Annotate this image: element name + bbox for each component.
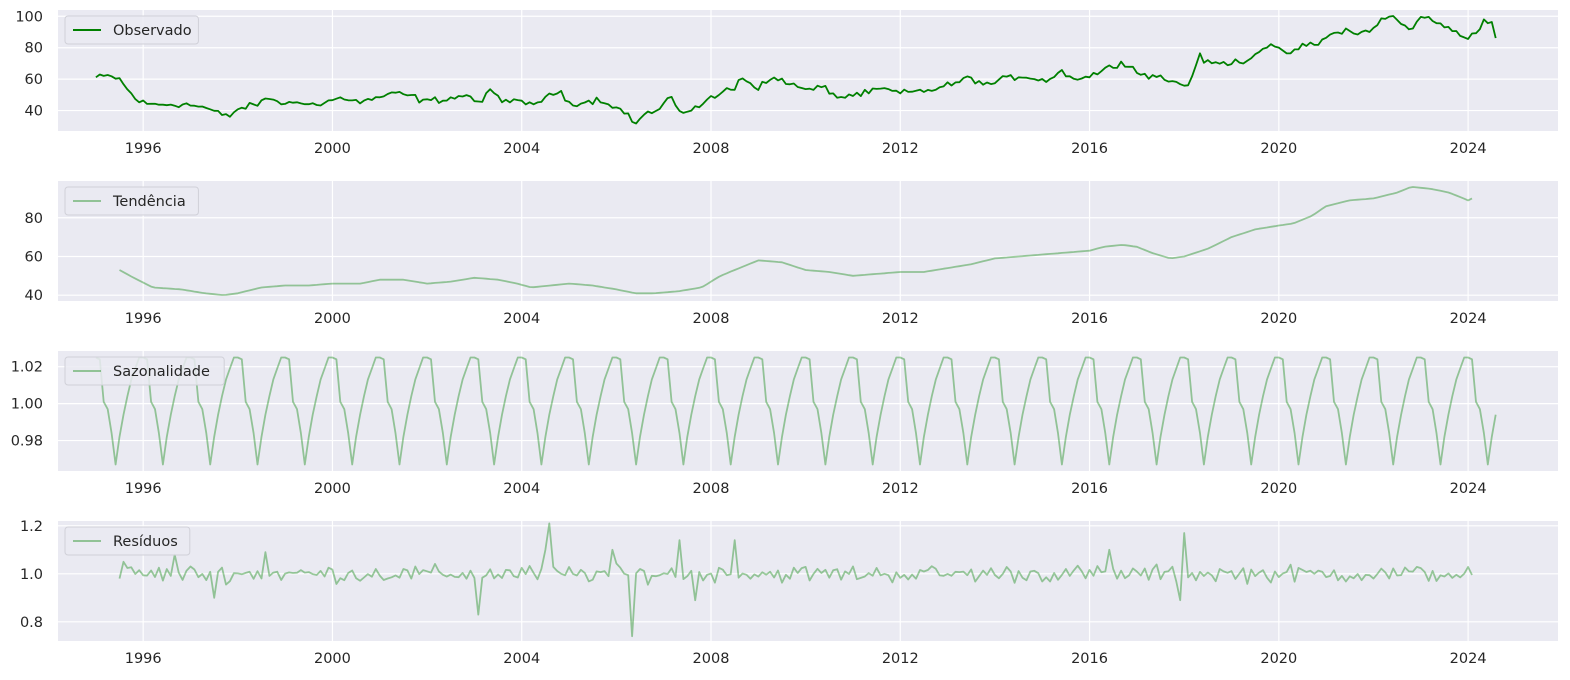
x-tick-label: 2012 [882, 481, 919, 497]
panel-trend: 1996 2000 2004 2008 2012 2016 2020 2024 40 60 80 Te… [25, 181, 1558, 327]
x-tick-label: 2008 [693, 141, 730, 157]
legend [64, 356, 225, 386]
x-tick-label: 1996 [125, 481, 162, 497]
x-tick-label: 2000 [314, 481, 351, 497]
y-tick-label: 0.98 [11, 434, 43, 450]
y-tick-label: 60 [25, 249, 43, 265]
y-tick-label: 1.0 [20, 567, 43, 583]
legend-label: Resíduos [113, 534, 178, 550]
legend-label: Tendência [112, 194, 186, 210]
legend [64, 186, 199, 216]
y-tick-label: 100 [15, 9, 43, 25]
x-tick-label: 2020 [1260, 141, 1297, 157]
plot-area [58, 181, 1558, 301]
x-tick-label: 2004 [503, 311, 540, 327]
series-line-seasonal [95, 356, 1497, 466]
legend-label: Observado [113, 23, 192, 39]
x-tick-label: 2016 [1071, 651, 1108, 667]
x-tick-label: 2024 [1450, 651, 1487, 667]
y-tick-label: 40 [25, 104, 43, 120]
x-tick-label: 2012 [882, 651, 919, 667]
x-tick-label: 2020 [1260, 651, 1297, 667]
x-tick-label: 2008 [693, 481, 730, 497]
x-tick-label: 2020 [1260, 311, 1297, 327]
x-tick-label: 2024 [1450, 481, 1487, 497]
legend [64, 15, 199, 45]
legend [64, 526, 191, 556]
x-tick-label: 2004 [503, 141, 540, 157]
series-line-observed [95, 15, 1497, 125]
x-tick-label: 2020 [1260, 481, 1297, 497]
x-tick-label: 2004 [503, 651, 540, 667]
x-tick-label: 2012 [882, 141, 919, 157]
x-tick-label: 2016 [1071, 481, 1108, 497]
panel-residual: 1996 2000 2004 2008 2012 2016 2020 2024 0.8 1.0 1.… [20, 519, 1558, 667]
y-tick-label: 1.02 [11, 360, 43, 376]
x-tick-label: 1996 [125, 141, 162, 157]
y-tick-label: 1.00 [11, 397, 43, 413]
y-tick-label: 40 [25, 288, 43, 304]
x-tick-label: 2004 [503, 481, 540, 497]
legend-label: Sazonalidade [113, 364, 210, 380]
x-tick-label: 2000 [314, 141, 351, 157]
x-tick-label: 2024 [1450, 141, 1487, 157]
y-tick-label: 80 [25, 41, 43, 57]
x-tick-label: 1996 [125, 311, 162, 327]
series-line-trend [119, 186, 1473, 296]
x-tick-label: 2024 [1450, 311, 1487, 327]
panel-observed: 1996 2000 2004 2008 2012 2016 2020 2024 40 60 80 10… [15, 9, 1558, 157]
x-tick-label: 2016 [1071, 311, 1108, 327]
x-tick-label: 2000 [314, 651, 351, 667]
x-tick-label: 2000 [314, 311, 351, 327]
y-tick-label: 80 [25, 211, 43, 227]
y-tick-label: 0.8 [20, 615, 43, 631]
y-tick-label: 1.2 [20, 519, 43, 535]
plot-area [58, 10, 1558, 131]
x-tick-label: 2012 [882, 311, 919, 327]
plot-area [58, 351, 1558, 471]
x-tick-label: 2008 [693, 311, 730, 327]
panel-seasonal: 1996 2000 2004 2008 2012 2016 2020 2024 0.98 1.00… [11, 351, 1558, 497]
x-tick-label: 2016 [1071, 141, 1108, 157]
y-tick-label: 60 [25, 72, 43, 88]
x-tick-label: 2008 [693, 651, 730, 667]
plot-area [58, 521, 1558, 641]
series-line-residual [118, 522, 1473, 638]
x-tick-label: 1996 [125, 651, 162, 667]
